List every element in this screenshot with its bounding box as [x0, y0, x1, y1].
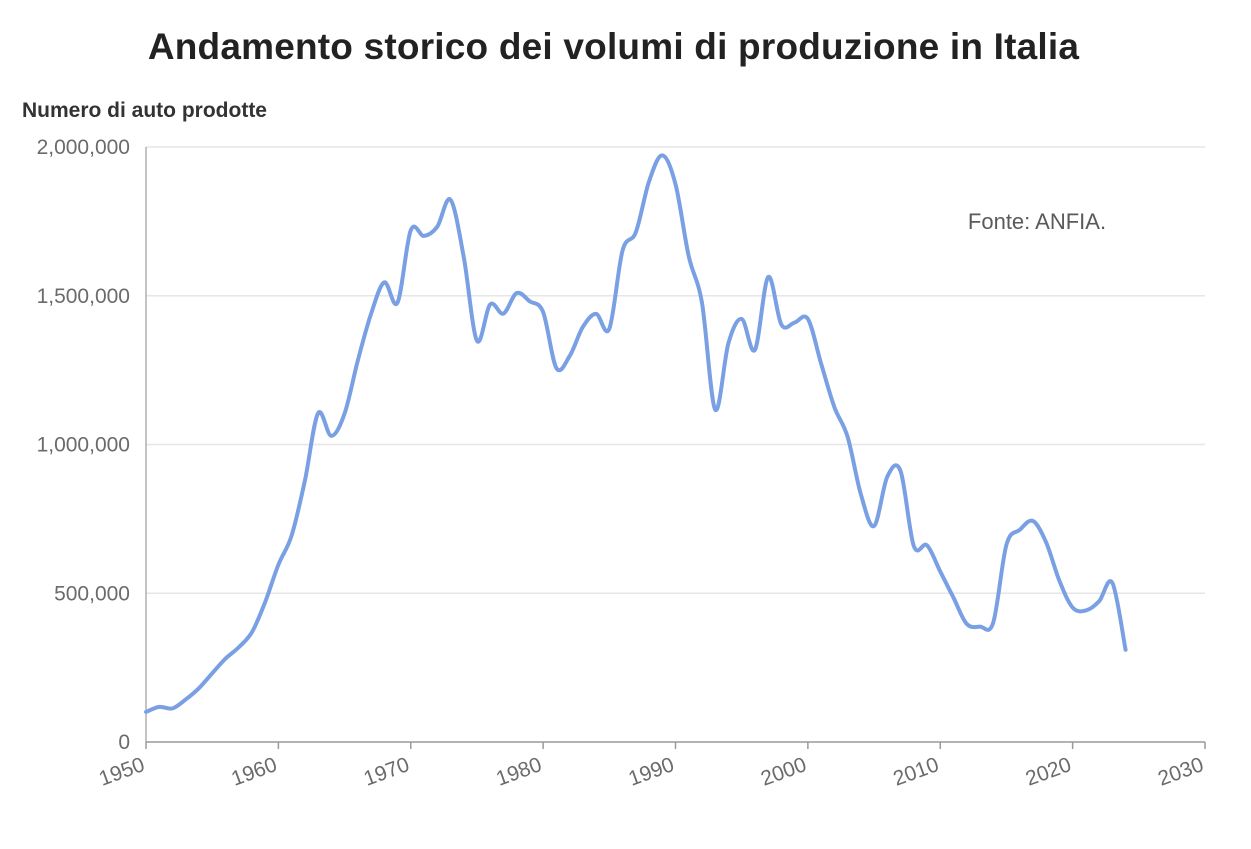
data-point-1974 — [462, 255, 466, 259]
data-point-1998 — [779, 323, 783, 327]
data-point-2018 — [1044, 540, 1048, 544]
x-tick-label-6: 2010 — [890, 753, 942, 791]
data-point-1978 — [515, 291, 519, 295]
data-point-2012 — [965, 622, 969, 626]
y-tick-labels: 0 500,000 1,000,000 1,500,000 2,000,000 — [37, 136, 130, 754]
data-point-1959 — [263, 600, 267, 604]
x-tick-label-3: 1980 — [493, 753, 545, 791]
data-point-2000 — [806, 317, 810, 321]
data-point-2021 — [1084, 609, 1088, 613]
data-point-1964 — [329, 434, 333, 438]
data-point-1963 — [316, 411, 320, 415]
data-point-1993 — [713, 408, 717, 412]
data-point-2011 — [951, 596, 955, 600]
data-point-1962 — [303, 479, 307, 483]
data-point-1981 — [554, 366, 558, 370]
data-point-1965 — [343, 412, 347, 416]
data-point-2013 — [978, 625, 982, 629]
y-tick-label-4: 2,000,000 — [37, 136, 130, 159]
data-point-1997 — [766, 275, 770, 279]
data-point-1967 — [369, 312, 373, 316]
data-point-1957 — [237, 645, 241, 649]
data-point-1980 — [541, 310, 545, 314]
chart-title: Andamento storico dei volumi di produzio… — [147, 26, 1080, 67]
data-point-1975 — [475, 339, 479, 343]
data-point-1996 — [753, 348, 757, 352]
data-point-2024 — [1124, 648, 1128, 652]
data-point-1984 — [594, 312, 598, 316]
gridlines — [146, 146, 1205, 594]
y-tick-label-1: 500,000 — [54, 582, 130, 605]
data-point-1950 — [144, 710, 148, 714]
data-point-1951 — [157, 705, 161, 709]
data-point-2007 — [899, 469, 903, 473]
data-points — [144, 153, 1128, 714]
data-point-1971 — [422, 234, 426, 238]
data-point-2015 — [1004, 543, 1008, 547]
data-point-1989 — [660, 153, 664, 157]
data-point-1966 — [356, 359, 360, 363]
data-point-2023 — [1110, 581, 1114, 585]
data-point-1958 — [250, 630, 254, 634]
data-point-2016 — [1018, 528, 1022, 532]
data-point-1999 — [793, 321, 797, 325]
y-tick-label-3: 1,500,000 — [37, 285, 130, 308]
data-point-2019 — [1057, 579, 1061, 583]
x-tick-label-8: 2030 — [1155, 753, 1207, 791]
data-point-1972 — [435, 225, 439, 229]
data-point-1986 — [621, 249, 625, 253]
x-tick-label-2: 1970 — [361, 753, 413, 791]
data-point-1952 — [170, 706, 174, 710]
data-point-1976 — [488, 302, 492, 306]
data-point-1977 — [501, 312, 505, 316]
source-annotation: Fonte: ANFIA. — [968, 209, 1106, 234]
data-point-2001 — [819, 362, 823, 366]
data-point-2006 — [885, 475, 889, 479]
data-point-1991 — [687, 254, 691, 258]
x-tick-label-4: 1990 — [625, 753, 677, 791]
x-tick-label-1: 1960 — [228, 753, 280, 791]
x-axis — [145, 741, 1206, 749]
data-point-1953 — [184, 697, 188, 701]
data-point-1960 — [276, 563, 280, 567]
x-tick-label-7: 2020 — [1023, 753, 1075, 791]
data-point-1973 — [448, 198, 452, 202]
data-point-1985 — [607, 327, 611, 331]
data-point-2005 — [872, 524, 876, 528]
data-point-1987 — [634, 230, 638, 234]
data-point-1992 — [700, 301, 704, 305]
data-point-2017 — [1031, 519, 1035, 523]
data-point-1955 — [210, 671, 214, 675]
data-point-2009 — [925, 543, 929, 547]
data-point-2003 — [846, 435, 850, 439]
data-point-1954 — [197, 686, 201, 690]
data-point-1995 — [740, 317, 744, 321]
y-tick-label-0: 0 — [118, 731, 130, 754]
y-axis-title: Numero di auto prodotte — [22, 99, 267, 122]
data-point-1990 — [674, 182, 678, 186]
data-point-1988 — [647, 180, 651, 184]
data-point-1969 — [396, 301, 400, 305]
data-point-2020 — [1071, 606, 1075, 610]
data-point-1968 — [382, 280, 386, 284]
data-point-2008 — [912, 544, 916, 548]
data-point-2014 — [991, 621, 995, 625]
production-series-line — [144, 153, 1128, 714]
data-point-2010 — [938, 570, 942, 574]
x-tick-label-0: 1950 — [96, 753, 148, 791]
data-point-2022 — [1097, 599, 1101, 603]
data-point-1994 — [726, 341, 730, 345]
data-point-1979 — [528, 299, 532, 303]
data-point-1982 — [568, 354, 572, 358]
y-tick-label-2: 1,000,000 — [37, 434, 130, 457]
data-point-2002 — [832, 405, 836, 409]
data-point-1961 — [290, 534, 294, 538]
data-point-2004 — [859, 492, 863, 496]
data-point-1983 — [581, 325, 585, 329]
x-tick-labels: 1950 1960 1970 1980 1990 2000 2010 2020 2030 — [96, 753, 1207, 791]
data-point-1956 — [223, 657, 227, 661]
x-tick-label-5: 2000 — [758, 753, 810, 791]
data-point-1970 — [409, 228, 413, 232]
